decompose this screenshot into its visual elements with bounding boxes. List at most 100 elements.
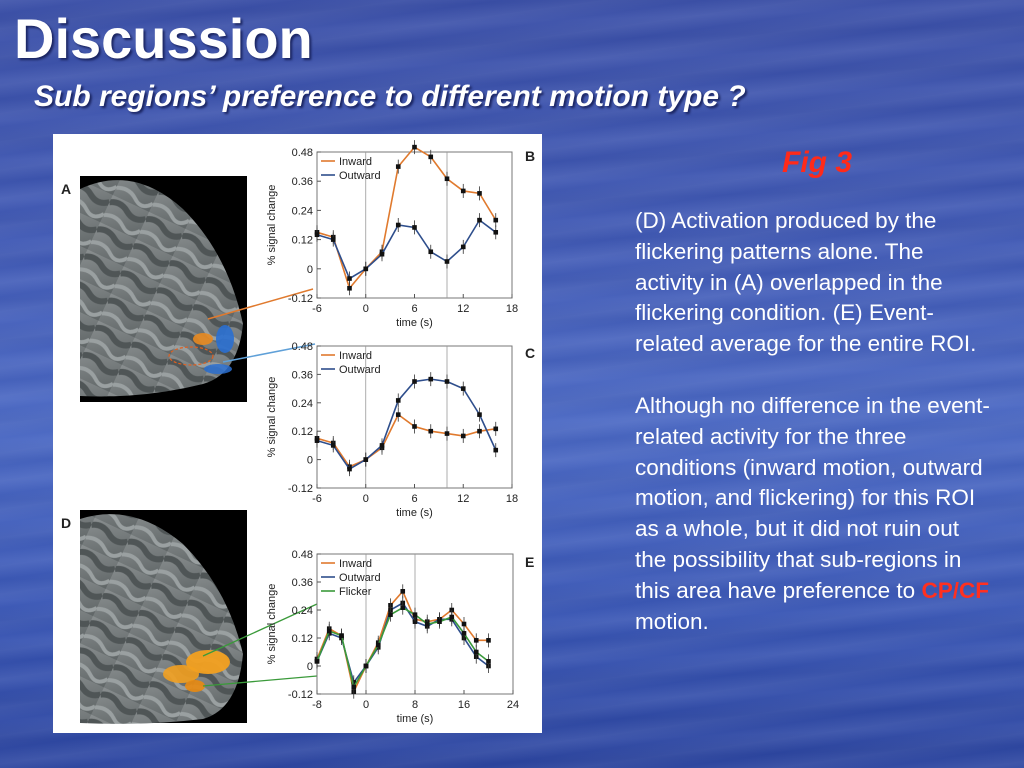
data-point-inward-b [428,154,434,160]
figure-svg: A B C D E 0.480.360.240.120-0.12-6 0 6 12 18… [61,140,535,725]
data-point-outward-b [347,276,352,281]
ytick-label-e: 0 [307,661,313,673]
ytick-label-b: 0.48 [292,147,313,159]
xtick-label-b: 6 [411,303,417,315]
cp-cf-highlight: CP/CF [921,577,989,603]
data-point-inward-b [477,191,482,196]
data-point-flicker-e [449,614,455,620]
data-point-inward-b [493,217,499,223]
panel-letter-a: A [61,181,71,197]
legend-label-inward-c: Inward [339,350,372,362]
data-point-outward-b [460,244,466,250]
legend-label-outward-b: Outward [339,170,381,182]
data-point-outward-c [314,438,320,443]
data-point-inward-c [460,433,466,439]
chart-b: 0.48 0.36 0.24 0.12 0 -0.12-6 0 6 12 18 time (s) % … [266,140,518,329]
data-point-flicker-e [339,633,344,638]
paragraph-2-end: motion. [635,608,709,634]
legend-label-inward-b: Inward [339,156,372,168]
data-point-outward-b [428,249,434,255]
data-point-outward-b [330,237,336,242]
ytick-label-c: 0.48 [292,341,313,353]
chart-c: 0.48 0.36 0.24 0.12 0 -0.12-6 0 6 12 18 time (s) % … [266,341,518,519]
slide-subtitle: Sub regions’ preference to different mot… [34,80,746,113]
ytick-label-e: -0.12 [288,689,313,701]
data-point-inward-c [444,431,450,436]
data-point-outward-c [412,379,417,384]
ylabel-e: % signal change [266,584,278,665]
data-point-outward-c [395,398,401,403]
data-point-flicker-e [461,631,467,636]
data-point-outward-c [347,466,352,472]
data-point-inward-b [347,285,352,291]
data-point-inward-b [395,164,401,169]
legend-label-outward-c: Outward [339,364,381,376]
data-point-outward-c [444,379,450,384]
xlabel-b: time (s) [396,317,433,329]
data-point-flicker-e [351,684,357,690]
data-point-inward-b [412,144,417,150]
data-point-flicker-e [314,659,320,664]
data-point-outward-b [314,232,320,238]
panel-letter-c: C [525,345,535,361]
ytick-label-b: 0 [307,264,313,276]
data-point-outward-b [363,266,369,272]
xtick-label-c: -6 [312,493,322,505]
ytick-label-e: 0.36 [292,577,313,589]
data-point-outward-c [493,447,499,453]
ytick-label-c: 0.12 [292,426,313,438]
paragraph-1: (D) Activation produced by the flickerin… [635,208,977,357]
xtick-label-b: 12 [457,303,469,315]
ytick-label-c: 0.36 [292,369,313,381]
xtick-label-c: 0 [363,493,369,505]
xtick-label-c: 12 [457,493,469,505]
ytick-label-b: 0.36 [292,176,313,188]
data-point-outward-c [460,386,466,391]
brain-image-d [80,510,318,724]
ytick-label-b: 0.12 [292,235,313,247]
xtick-label-e: 16 [458,699,470,711]
ytick-label-e: 0.12 [292,633,313,645]
data-point-flicker-e [486,659,491,664]
brain-image-a [80,176,316,402]
xtick-label-e: 24 [507,699,519,711]
data-point-outward-c [428,376,434,382]
data-point-flicker-e [326,628,332,634]
ytick-label-c: -0.12 [288,483,313,495]
data-point-outward-c [330,443,336,448]
data-point-inward-c [412,424,417,429]
legend-label-inward-e: Inward [339,558,372,570]
panel-letter-b: B [525,148,535,164]
xtick-label-b: -6 [312,303,322,315]
data-point-outward-b [477,217,482,223]
series-line-inward-b [316,146,497,290]
data-point-inward-c [493,426,499,432]
data-point-inward-b [444,176,450,182]
data-point-outward-b [395,222,401,228]
ylabel-b: % signal change [266,185,278,266]
xtick-label-e: 8 [412,699,418,711]
paragraph-2-main: Although no difference in the event-rela… [635,392,990,603]
series-line-outward-b [316,218,497,280]
data-point-flicker-e [424,621,430,627]
xlabel-e: time (s) [397,713,434,725]
ytick-label-e: 0.24 [292,605,313,617]
data-point-inward-e [400,589,406,594]
data-point-flicker-e [363,663,369,669]
panel-letter-e: E [525,554,534,570]
ytick-label-e: 0.48 [292,549,313,561]
data-point-flicker-e [437,619,442,624]
data-point-outward-b [412,225,417,230]
data-point-inward-c [428,428,434,434]
ytick-label-c: 0.24 [292,398,313,410]
ytick-label-c: 0 [307,455,313,467]
data-point-inward-c [477,428,482,434]
data-point-outward-b [493,230,499,235]
panel-letter-d: D [61,515,71,531]
series-line-inward-c [316,413,496,468]
data-point-outward-c [379,443,385,448]
legend-label-outward-e: Outward [339,572,381,584]
data-point-inward-c [395,412,401,417]
data-point-inward-e [461,621,467,627]
xtick-label-e: -8 [312,699,322,711]
